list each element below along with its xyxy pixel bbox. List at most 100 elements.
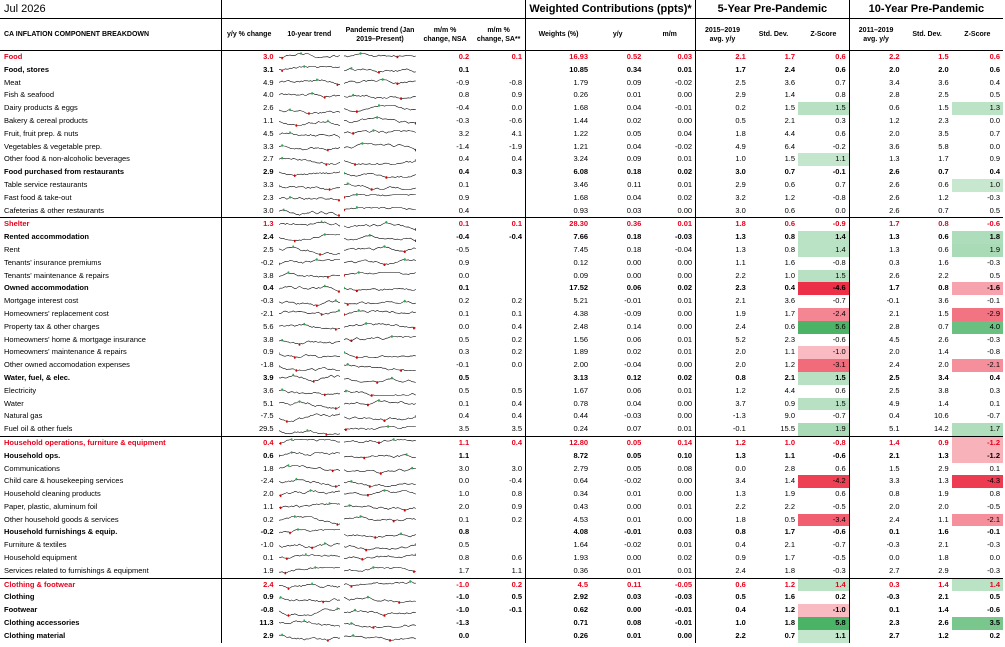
stddev-10y: 1.4: [902, 577, 952, 592]
sparkline-path: [344, 635, 416, 641]
contrib-yy: 0.04: [626, 141, 642, 151]
sparkline-low-marker: [398, 601, 401, 604]
mm-sa: -0.8: [509, 77, 523, 87]
sparkline-low-marker: [376, 381, 379, 385]
weight: 1.56: [525, 333, 592, 347]
zscore-5y: 5.6: [798, 320, 850, 334]
stddev-5y: 0.6: [784, 205, 795, 215]
sparkline-low-marker: [337, 214, 340, 217]
zscore-10y: 0.2: [989, 630, 1000, 640]
row-name: Clothing: [4, 592, 35, 602]
avg-2011-2019: -0.3: [848, 591, 903, 605]
mm-nsa: 0.4: [458, 167, 470, 177]
table-row: Food 3.0 0.2 0.1 16.93 0.52 0.03 2.1 1.7 0.6 2.2 1.…: [0, 49, 1003, 64]
sparkline-low-marker: [307, 111, 310, 115]
stddev-10y: 0.8: [902, 217, 952, 232]
avg-2015-2019: 3.4: [695, 475, 749, 489]
avg-2015-2019: 0.5: [695, 591, 749, 605]
stddev-5y: 1.7: [784, 527, 795, 537]
zscore-5y: 1.1: [798, 629, 850, 643]
stddev-10y: 2.6: [938, 618, 949, 628]
pandemic-trend-sparkline: [342, 205, 418, 218]
zscore-10y: 0.4: [989, 77, 1000, 87]
avg-2011-2019: 2.8: [848, 89, 903, 103]
table-row: Communications 1.8 3.0 3.0 2.79 0.05 0.08 0.0 2.…: [0, 462, 1003, 476]
mm-sa: 4.1: [511, 128, 523, 138]
stddev-10y: 1.6: [938, 257, 949, 267]
sparkline-high-marker: [350, 622, 353, 626]
yy-change: -2.1: [220, 307, 277, 321]
avg-2015-2019: 4.9: [695, 140, 749, 154]
contrib-yy: 0.04: [626, 103, 642, 113]
trend-10y-sparkline: [277, 385, 343, 398]
zscore-10y: -0.1: [987, 527, 1000, 537]
sparkline-path: [344, 287, 416, 291]
sparkline-path: [344, 183, 416, 191]
column-header-row: CA INFLATION COMPONENT BREAKDOWN y/y % c…: [0, 18, 1003, 51]
sparkline-path: [278, 109, 341, 114]
weight: 1.22: [525, 127, 592, 141]
stddev-10y: 2.0: [938, 360, 949, 370]
yy-change: 2.9: [220, 166, 277, 179]
weight: 16.93: [525, 49, 592, 64]
table-row: Owned accommodation 0.4 0.1 17.52 0.06 0.02 2.…: [0, 282, 1003, 296]
sparkline-path: [278, 221, 341, 227]
sparkline-high-marker: [326, 120, 329, 123]
sparkline-low-marker: [346, 302, 349, 306]
weight: 0.26: [525, 89, 592, 103]
sparkline-low-marker: [315, 304, 318, 307]
avg-2015-2019: 2.1: [695, 49, 749, 64]
pandemic-trend-sparkline: [342, 295, 418, 308]
sparkline-high-marker: [372, 129, 375, 132]
table-row: Household equipment 0.1 0.8 0.6 1.93 0.00 0.02…: [0, 552, 1003, 565]
trend-10y-sparkline: [277, 565, 343, 578]
stddev-10y: 2.0: [938, 64, 949, 74]
stddev-5y: 1.5: [784, 103, 795, 113]
pandemic-trend-sparkline: [342, 630, 418, 643]
sparkline-path: [344, 581, 416, 587]
stddev-10y: 0.6: [938, 179, 949, 189]
sparkline-low-marker: [337, 290, 340, 293]
trend-10y-sparkline: [277, 552, 343, 565]
zscore-10y: -0.3: [987, 565, 1000, 575]
weight: 7.45: [525, 243, 592, 257]
stddev-10y: 2.9: [938, 463, 949, 473]
contrib-mm: 0.02: [677, 553, 693, 563]
contrib-yy: -0.03: [624, 411, 642, 421]
sparkline-high-marker: [323, 541, 326, 545]
sparkline-path: [278, 310, 341, 316]
row-name: Homeowners' home & mortgage insurance: [4, 334, 146, 344]
sparkline-low-marker: [322, 600, 324, 604]
mm-sa: 0.4: [511, 321, 523, 331]
sparkline-high-marker: [378, 103, 380, 107]
stddev-5y: 2.1: [784, 540, 795, 550]
zscore-5y: -0.9: [798, 217, 850, 232]
row-name: Paper, plastic, aluminum foil: [4, 501, 98, 511]
sparkline-low-marker: [356, 109, 358, 113]
sparkline-high-marker: [378, 399, 380, 402]
mm-nsa: -1.4: [456, 141, 470, 151]
weight: 3.24: [525, 153, 592, 167]
stddev-5y: 6.4: [784, 141, 795, 151]
contrib-yy: 0.06: [626, 334, 642, 344]
avg-2011-2019: 1.2: [848, 114, 903, 128]
sparkline-low-marker: [345, 428, 347, 431]
sparkline-high-marker: [306, 428, 308, 432]
avg-2011-2019: 2.6: [848, 178, 903, 192]
mm-sa: 0.3: [511, 167, 523, 177]
contrib-yy: 0.52: [591, 49, 645, 64]
pandemic-trend-sparkline: [342, 64, 418, 77]
avg-2011-2019: 4.9: [848, 397, 903, 411]
sparkline-path: [278, 452, 341, 457]
sparkline-high-marker: [392, 438, 395, 441]
mm-nsa: -0.4: [456, 103, 470, 113]
mm-sa: [472, 270, 525, 283]
sparkline-low-marker: [383, 419, 386, 422]
row-name: Rented accommodation: [4, 232, 90, 242]
stddev-5y: 2.2: [784, 501, 795, 511]
sparkline-high-marker: [303, 65, 305, 68]
trend-10y-sparkline: [277, 295, 343, 308]
sparkline-high-marker: [348, 504, 351, 507]
trend-10y-sparkline: [277, 372, 343, 385]
sparkline-high-marker: [280, 633, 283, 637]
